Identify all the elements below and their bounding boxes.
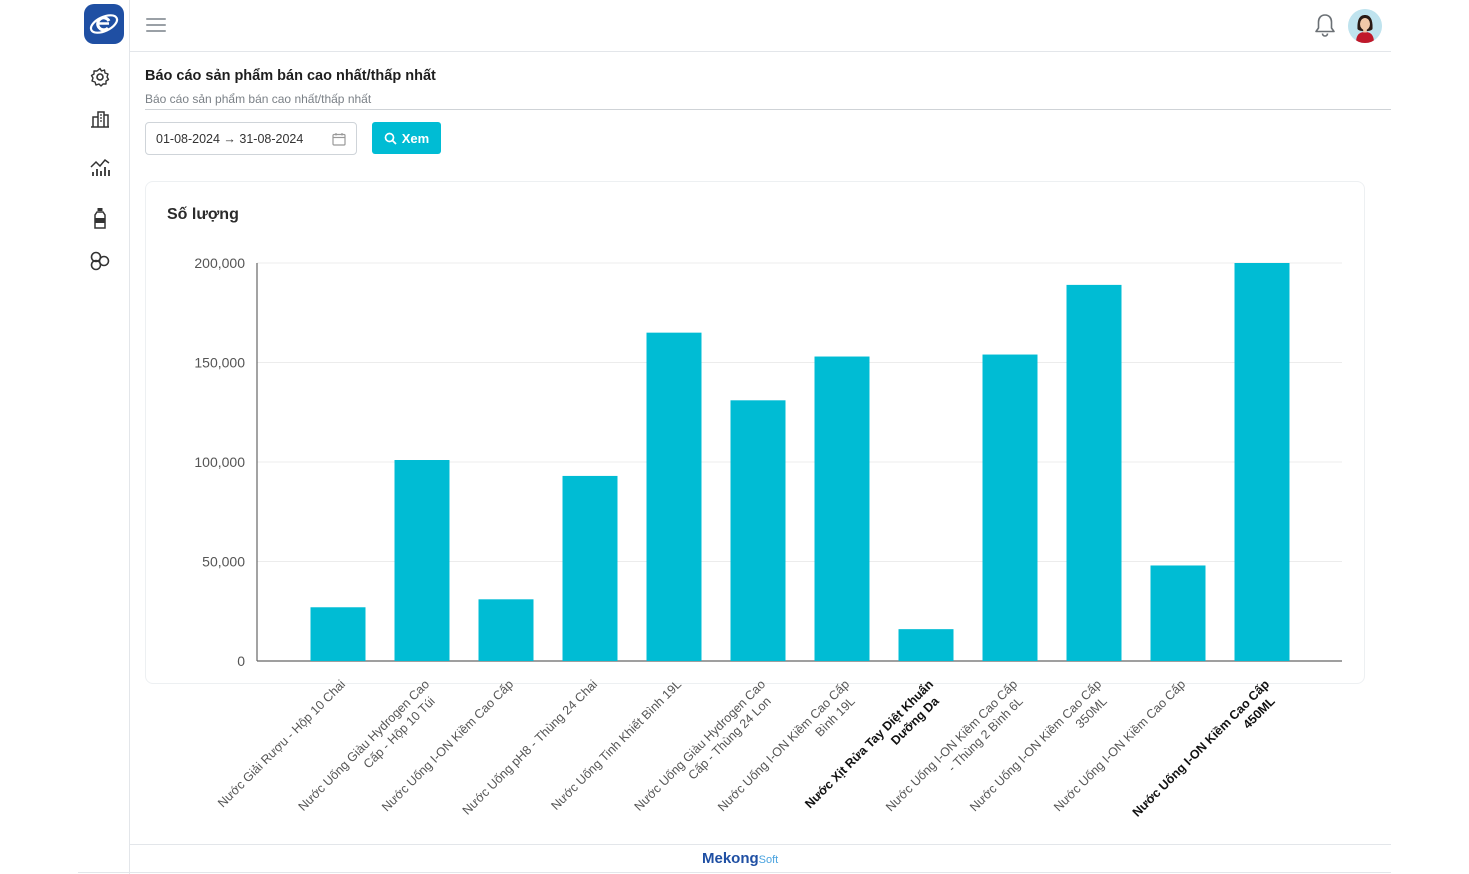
divider [145, 109, 1391, 110]
bar[interactable] [982, 354, 1038, 661]
page-title: Báo cáo sản phẩm bán cao nhất/thấp nhất [145, 68, 436, 84]
y-tick-label: 150,000 [194, 355, 245, 371]
y-tick-label: 50,000 [202, 554, 245, 570]
x-tick-label: Nước Uống I-ON Kiềm Cao Cấp [379, 677, 516, 814]
bar[interactable] [562, 475, 618, 661]
x-tick-label-line: Nước Uống I-ON Kiềm Cao Cấp [1051, 677, 1188, 814]
x-tick-label-line: Nước Uống Giàu Hydrogen Cao [296, 677, 433, 814]
x-tick-label: Nước Uống I-ON Kiềm Cao Cấp [1051, 677, 1188, 814]
date-range-picker[interactable]: 01-08-2024 → 31-08-2024 [145, 122, 357, 155]
bell-icon[interactable] [1313, 12, 1337, 38]
bar[interactable] [1066, 284, 1122, 661]
calendar-icon [332, 133, 346, 146]
bar[interactable] [646, 332, 702, 661]
page-subtitle: Báo cáo sản phẩm bán cao nhất/thấp nhất [145, 92, 372, 106]
top-header [130, 0, 1391, 52]
settings-icon[interactable] [89, 66, 111, 88]
bar[interactable] [310, 607, 366, 661]
report-buildings-icon[interactable] [89, 107, 111, 129]
search-icon [384, 132, 397, 145]
x-tick-label: Nước Uống I-ON Kiềm Cao Cấp450ML [1130, 677, 1284, 831]
footer-bottom-line [78, 872, 1391, 873]
shapes-icon[interactable] [89, 250, 111, 272]
x-tick-label-line: Nước Uống I-ON Kiềm Cao Cấp [967, 677, 1104, 814]
footer-brand-main: Mekong [702, 850, 759, 867]
bar[interactable] [898, 629, 954, 661]
hamburger-icon[interactable] [146, 18, 166, 34]
bar[interactable] [730, 400, 786, 661]
app-logo[interactable] [84, 4, 124, 44]
bar[interactable] [394, 460, 450, 661]
y-tick-label: 200,000 [194, 255, 245, 271]
bar[interactable] [814, 356, 870, 661]
sidebar [78, 0, 130, 874]
footer-brand: MekongSoft [702, 850, 778, 867]
x-tick-label-line: Nước Uống I-ON Kiềm Cao Cấp [883, 677, 1020, 814]
view-button-label: Xem [401, 130, 430, 146]
bar[interactable] [1150, 565, 1206, 661]
e-logo-icon [89, 14, 119, 34]
x-tick-label: Nước Uống pH8 - Thùng 24 Chai [460, 677, 600, 817]
bar[interactable] [1234, 263, 1290, 661]
chart-title: Số lượng [167, 206, 239, 223]
y-tick-label: 100,000 [194, 454, 245, 470]
user-avatar[interactable] [1348, 9, 1382, 43]
analytics-chart-icon[interactable] [89, 156, 111, 178]
bottle-icon[interactable] [89, 207, 111, 229]
y-tick-label: 0 [237, 653, 245, 669]
x-tick-label-line: Nước Uống pH8 - Thùng 24 Chai [460, 677, 600, 817]
view-button[interactable]: Xem [372, 122, 441, 154]
x-tick-label-line: Nước Uống I-ON Kiềm Cao Cấp [1130, 677, 1273, 820]
date-range-value: 01-08-2024 → 31-08-2024 [156, 131, 304, 146]
x-tick-label-line: Nước Uống I-ON Kiềm Cao Cấp [379, 677, 516, 814]
footer-divider [130, 844, 1391, 845]
x-tick-label-line: Nước Uống I-ON Kiềm Cao Cấp [715, 677, 852, 814]
bar[interactable] [478, 599, 534, 661]
footer-brand-soft: Soft [758, 854, 779, 866]
x-tick-label-line: Nước Uống Giàu Hydrogen Cao [632, 677, 769, 814]
